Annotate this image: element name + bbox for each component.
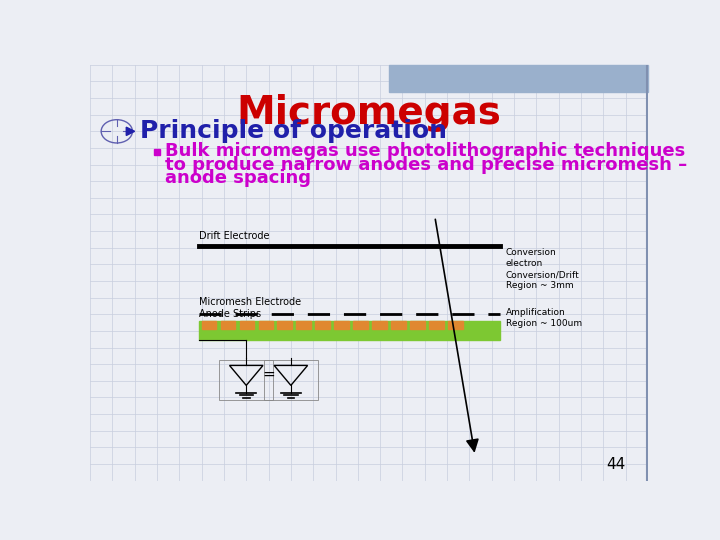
Text: 44: 44: [606, 457, 626, 472]
Text: Micromegas: Micromegas: [237, 94, 501, 132]
Bar: [240, 321, 254, 329]
Text: Principle of operation: Principle of operation: [140, 119, 447, 143]
Bar: [429, 321, 444, 329]
Text: Drift Electrode: Drift Electrode: [199, 231, 269, 241]
Text: =: =: [262, 367, 275, 382]
Bar: [199, 321, 500, 340]
Text: Anode Strips: Anode Strips: [199, 309, 261, 319]
Bar: [220, 360, 273, 400]
Bar: [297, 321, 311, 329]
Bar: [264, 360, 318, 400]
Bar: [354, 321, 368, 329]
Bar: [389, 65, 648, 92]
Bar: [277, 321, 292, 329]
Text: to produce narrow anodes and precise micromesh –: to produce narrow anodes and precise mic…: [166, 156, 688, 173]
Bar: [220, 321, 235, 329]
Bar: [315, 321, 330, 329]
Bar: [154, 149, 160, 154]
Text: Conversion
electron: Conversion electron: [505, 248, 557, 268]
Bar: [449, 321, 463, 329]
Bar: [392, 321, 406, 329]
Bar: [202, 321, 216, 329]
Text: Conversion/Drift
Region ~ 3mm: Conversion/Drift Region ~ 3mm: [505, 271, 580, 289]
Bar: [258, 321, 273, 329]
Bar: [334, 321, 349, 329]
Bar: [410, 321, 425, 329]
Text: Amplification
Region ~ 100um: Amplification Region ~ 100um: [505, 308, 582, 328]
Polygon shape: [126, 127, 135, 136]
Text: Micromesh Electrode: Micromesh Electrode: [199, 297, 301, 307]
Text: anode spacing: anode spacing: [166, 170, 311, 187]
Bar: [372, 321, 387, 329]
Text: Bulk micromegas use photolithographic techniques: Bulk micromegas use photolithographic te…: [166, 142, 685, 160]
